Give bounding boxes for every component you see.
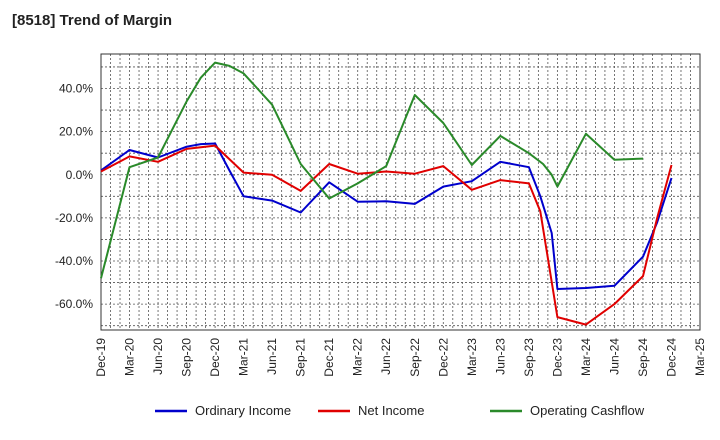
x-tick-label: Jun-24: [607, 338, 621, 375]
x-tick-label: Mar-25: [693, 338, 707, 376]
x-tick-label: Dec-23: [550, 338, 564, 377]
x-tick-label: Sep-23: [522, 338, 536, 377]
plot-frame: [100, 53, 701, 331]
x-tick-label: Jun-22: [379, 338, 393, 375]
x-tick-label: Mar-21: [237, 338, 251, 376]
legend-label-operating-cashflow: Operating Cashflow: [530, 403, 645, 418]
x-tick-label: Sep-22: [408, 338, 422, 377]
y-tick-label: -60.0%: [55, 297, 93, 311]
x-tick-label: Sep-20: [180, 338, 194, 377]
x-tick-label: Dec-22: [436, 338, 450, 377]
legend-label-ordinary-income: Ordinary Income: [195, 403, 291, 418]
x-tick-label: Mar-24: [579, 338, 593, 376]
chart-title: [8518] Trend of Margin: [12, 12, 173, 29]
plot-area: [101, 54, 700, 330]
y-tick-label: -40.0%: [55, 254, 93, 268]
series-line-operating-cashflow: [100, 61, 644, 279]
x-tick-label: Mar-23: [465, 338, 479, 376]
x-tick-label: Mar-20: [123, 338, 137, 376]
series-line-net-income: [100, 144, 673, 326]
x-tick-label: Jun-20: [151, 338, 165, 375]
legend-label-net-income: Net Income: [358, 403, 424, 418]
x-tick-label: Sep-21: [294, 338, 308, 377]
x-tick-label: Sep-24: [636, 338, 650, 377]
x-tick-label: Dec-20: [208, 338, 222, 377]
x-tick-label: Mar-22: [351, 338, 365, 376]
x-tick-label: Jun-21: [265, 338, 279, 375]
series-line-ordinary-income: [100, 142, 673, 290]
x-tick-label: Dec-24: [664, 338, 678, 377]
y-tick-label: -20.0%: [55, 211, 93, 225]
x-tick-label: Dec-21: [322, 338, 336, 377]
y-tick-label: 0.0%: [66, 168, 94, 182]
x-tick-label: Dec-19: [94, 338, 108, 377]
y-tick-label: 40.0%: [59, 82, 93, 96]
y-tick-label: 20.0%: [59, 125, 93, 139]
x-tick-label: Jun-23: [493, 338, 507, 375]
